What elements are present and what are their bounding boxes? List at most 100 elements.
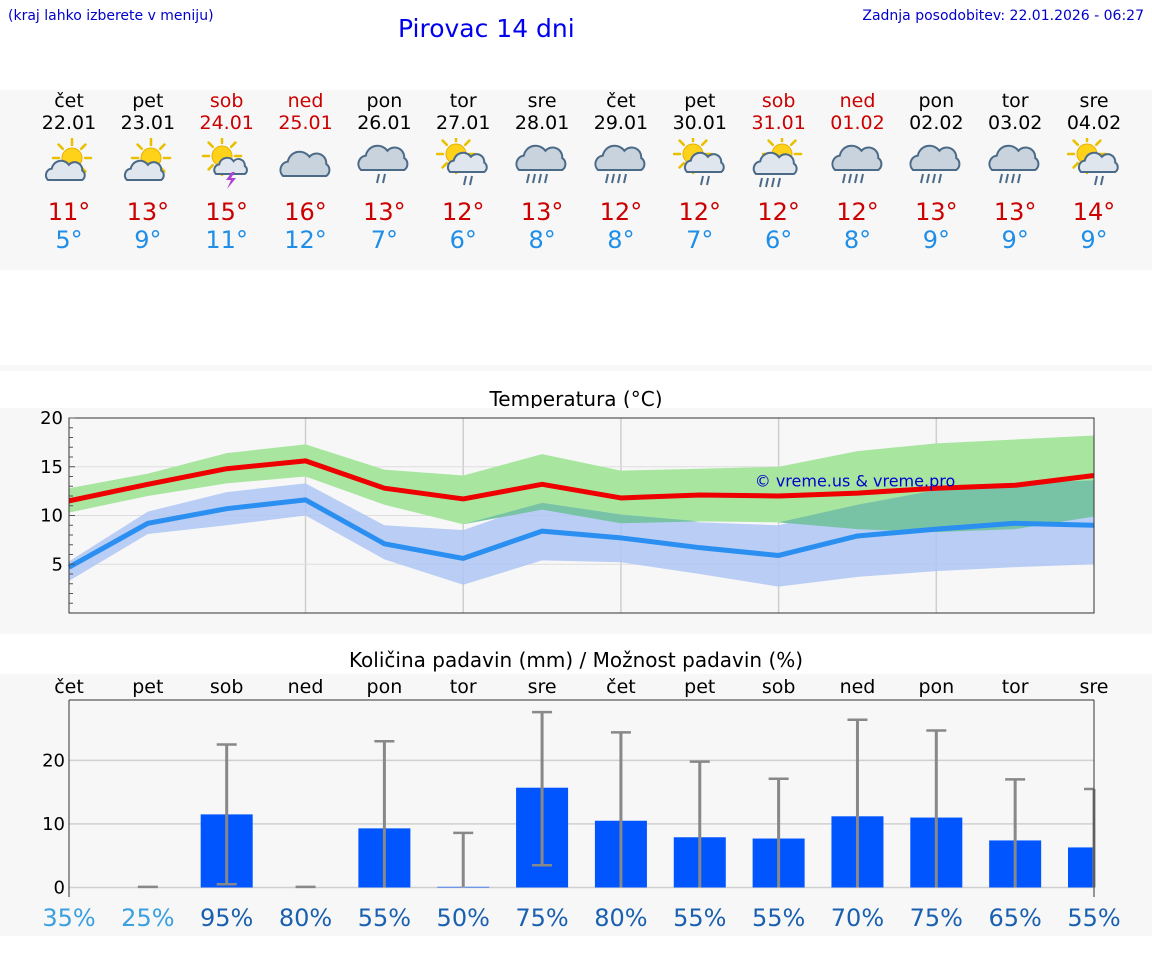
max-temperature: 12° [599,198,643,226]
max-temperature: 12° [757,198,800,226]
page-title: Pirovac 14 dni [398,14,575,43]
day-name: pet [132,90,164,112]
cloud-heavy-rain-icon [594,144,646,184]
min-temperature: 9° [1001,226,1029,254]
sun-thunderstorm-icon [201,138,248,189]
sun-cloud-rain-icon [436,138,488,186]
precipitation-probability: 25% [121,904,174,932]
max-temperature: 13° [363,198,406,226]
precipitation-probability: 35% [42,904,95,932]
max-temperature: 15° [205,198,248,226]
day-name: čet [606,90,636,112]
day-date: 25.01 [278,112,333,134]
max-temperature: 13° [126,198,170,226]
last-update: Zadnja posodobitev: 22.01.2026 - 06:27 [862,8,1144,24]
max-temperature-range-band [69,435,1094,533]
min-temperature: 8° [607,226,635,254]
day-label: ned [840,676,876,698]
precipitation-probability: 95% [200,904,253,932]
cloud-heavy-rain-icon [909,144,961,184]
day-date: 01.02 [830,112,885,134]
temperature-chart: 20 15 10 5 © vreme.us & vreme.pro [40,408,1095,614]
precipitation-probability: 50% [437,904,490,932]
day-label: pon [918,676,954,698]
temperature-chart-panel: 20 15 10 5 © vreme.us & vreme.pro [0,408,1152,634]
day-label: sre [528,676,557,698]
y-tick-label: 10 [42,814,65,835]
y-tick-label: 5 [52,554,63,575]
day-date: 22.01 [41,112,97,134]
min-temperature: 7° [370,226,399,254]
max-temperature: 12° [836,198,879,226]
max-temperature: 13° [993,198,1037,226]
day-date: 23.01 [120,112,176,134]
day-date: 31.01 [751,112,806,134]
day-label: tor [1002,676,1029,698]
sun-cloud-heavy-rain-icon [752,138,802,188]
day-name: sob [761,90,796,112]
day-date: 26.01 [357,112,412,134]
min-temperature: 6° [765,226,793,254]
day-label: sob [762,676,796,698]
max-temperature: 13° [520,198,564,226]
cloud-heavy-rain-icon [515,144,567,184]
min-temperature: 9° [922,226,950,254]
max-temperature-line [68,458,1095,504]
min-temperature: 5° [55,226,83,254]
day-date: 24.01 [199,112,254,134]
min-temperature: 9° [134,226,162,254]
precipitation-probability: 55% [1067,904,1120,932]
day-name: sre [1079,90,1109,112]
location-menu-hint: (kraj lahko izberete v meniju) [8,8,214,24]
day-date: 03.02 [987,112,1043,134]
sun-cloud-rain-icon [672,138,725,186]
max-temperature: 12° [678,198,722,226]
precipitation-bar [1068,847,1094,888]
day-name: pon [366,90,403,112]
precipitation-probability: 75% [515,904,568,932]
day-name: tor [449,90,477,112]
y-tick-label: 20 [42,750,65,771]
min-temperature-line [67,497,1095,570]
day-label: pet [684,676,715,698]
temperature-chart-title: Temperatura (°C) [489,387,663,411]
precipitation-probability: 75% [910,904,963,932]
precipitation-probability: 55% [673,904,726,932]
max-temperature: 11° [47,198,91,226]
precipitation-probability: 55% [752,904,805,932]
precipitation-chart: 20 10 0 čet pet sob ned pon tor sre čet pet sob ned po… [42,676,1121,932]
min-temperature: 12° [284,226,327,254]
day-name: sob [209,90,244,112]
y-tick-label: 10 [40,506,63,527]
precipitation-probability: 80% [594,904,647,932]
day-label: ned [288,676,324,698]
precipitation-probability: 80% [279,904,332,932]
y-tick-label: 20 [40,408,63,429]
max-temperature: 12° [441,198,485,226]
max-temperature: 13° [915,198,958,226]
day-label: sob [210,676,244,698]
day-name: pet [684,90,716,112]
day-name: pon [918,90,955,112]
cloud-heavy-rain-icon [830,144,882,184]
cloudy-icon [278,150,330,177]
precipitation-probability: 70% [831,904,884,932]
watermark: © vreme.us & vreme.pro [755,471,956,490]
precipitation-chart-panel: 20 10 0 čet pet sob ned pon tor sre čet pet sob ned po… [0,674,1152,936]
min-temperature: 6° [449,226,477,254]
precipitation-probability: 55% [358,904,411,932]
min-temperature: 9° [1080,226,1108,254]
day-date: 04.02 [1066,112,1122,134]
day-label: pet [132,676,163,698]
y-tick-label: 0 [54,877,65,898]
precipitation-probability: 65% [988,904,1041,932]
range-overlap-band [69,476,1094,533]
cloud-rain-icon [357,144,409,184]
day-name: tor [1001,90,1029,112]
y-tick-label: 15 [40,457,63,478]
precipitation-chart-title: Količina padavin (mm) / Možnost padavin … [348,648,804,672]
min-temperature: 7° [686,226,714,254]
day-name: sre [527,90,557,112]
day-date: 02.02 [909,112,964,134]
day-name: ned [839,90,876,112]
